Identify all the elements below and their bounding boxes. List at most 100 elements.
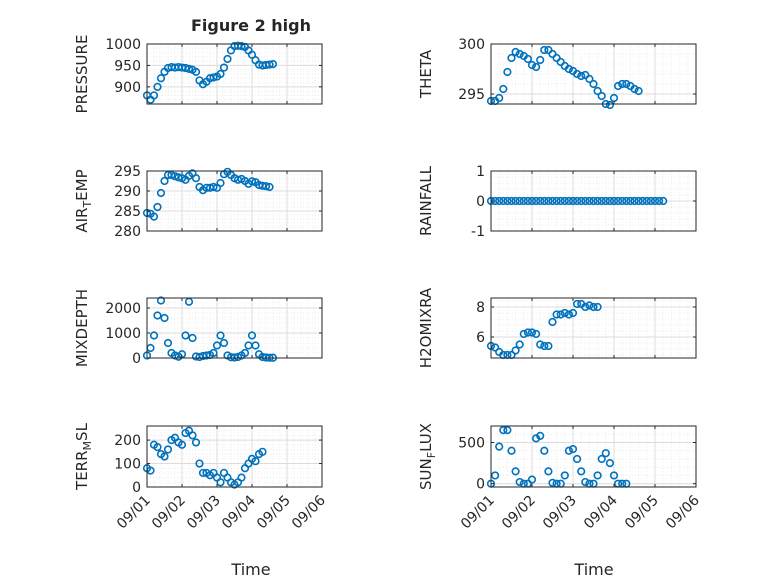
panel-7-x-tick-label: 09/06	[289, 492, 329, 532]
panel-3-data-point	[160, 176, 169, 186]
panel-2-data-point	[618, 79, 627, 89]
panel-4-data-point	[630, 196, 639, 206]
panel-1-data-point	[223, 54, 232, 64]
panel-8-data-point	[597, 454, 606, 464]
panel-7-data-point	[188, 431, 197, 440]
panel-5-data-point	[219, 338, 229, 348]
panel-8-x-tick-label: 09/01	[458, 493, 498, 533]
panel-5-y-tick-label: 0	[132, 351, 141, 367]
panel-3-data-point	[174, 173, 183, 182]
panel-6-data-point	[581, 302, 590, 312]
panel-8-data-point	[593, 471, 602, 480]
panel-5-data-point	[247, 331, 257, 340]
panel-7-y-tick-label: 100	[114, 457, 141, 473]
panel-7-data-point	[198, 468, 208, 478]
panel-6-data-point	[523, 328, 533, 337]
panel-6-data-point	[589, 302, 598, 312]
panel-2-data-point	[572, 69, 582, 79]
panel-6-data-point	[519, 329, 528, 339]
panel-4-data-point	[499, 196, 508, 206]
panel-6-data-point	[556, 310, 565, 319]
x-axis-label-left: Time	[230, 560, 270, 579]
marks-layer	[142, 41, 668, 489]
panel-7-data-point	[153, 443, 162, 452]
panel-4-y-tick-label: -1	[471, 224, 485, 240]
panel-4-data-point	[650, 196, 660, 206]
panel-7-y-tick-label: 200	[114, 433, 141, 449]
panel-5-data-point	[181, 331, 190, 340]
panel-2-axes-box	[490, 43, 697, 105]
panel-4-data-point	[593, 196, 602, 206]
panel-4-data-point	[646, 196, 656, 206]
panel-7-x-tick-label: 09/03	[184, 493, 224, 533]
panel-3-data-point	[153, 202, 162, 212]
panel-5-data-point	[188, 333, 197, 343]
panel-2-data-point	[589, 79, 598, 89]
panel-1-data-point	[209, 73, 218, 82]
panel-4-data-point	[495, 196, 504, 206]
panel-1-data-point	[156, 74, 166, 83]
panel-8-data-point	[491, 471, 500, 480]
panel-2-data-point	[536, 55, 545, 65]
grid-layer	[147, 43, 696, 488]
panel-8-data-point	[560, 471, 569, 480]
panel-1-data-point	[219, 63, 229, 72]
panel-4-data-point	[507, 196, 516, 206]
panel-2-data-point	[605, 100, 615, 110]
panel-8-data-point	[605, 458, 615, 468]
panel-8-x-tick-label: 09/02	[499, 493, 539, 533]
panel-3-data-point	[156, 188, 166, 198]
panel-5-y-tick-label: 1000	[105, 326, 141, 342]
panel-3-data-point	[265, 182, 274, 192]
panel-6-data-point	[491, 343, 500, 352]
panel-5-data-point	[156, 296, 166, 305]
panel-8-data-point	[548, 478, 557, 487]
panel-8-y-axis-label: SUNFLUX	[417, 423, 438, 490]
panel-6-data-point	[540, 341, 549, 351]
panel-8-data-point	[609, 471, 619, 480]
panel-4-data-point	[572, 196, 582, 206]
panel-2-data-point	[523, 54, 533, 64]
panel-2-y-tick-label: 295	[458, 87, 485, 103]
panel-1-y-tick-label: 900	[114, 80, 141, 96]
panel-4-y-tick-label: 1	[476, 164, 485, 180]
panel-5-axes-box	[146, 297, 323, 359]
panel-6-data-point	[548, 317, 557, 327]
panel-5-data-point	[163, 338, 173, 348]
panel-4-data-point	[531, 196, 541, 206]
panel-1-data-point	[149, 91, 159, 100]
panel-8-y-tick-label: 500	[458, 435, 485, 451]
panel-2-data-point	[593, 86, 602, 96]
panel-1-data-point	[191, 67, 201, 76]
panel-4-data-point	[622, 196, 631, 206]
panel-2-data-point	[507, 53, 516, 63]
panel-4-data-point	[552, 196, 561, 206]
panel-8-data-point	[495, 442, 504, 451]
panel-8-data-point	[572, 454, 582, 464]
panel-4-y-tick-label: 0	[476, 194, 485, 210]
panel-7-y-tick-label: 0	[132, 480, 141, 496]
panel-4-data-point	[503, 196, 512, 206]
panel-5-data-point	[212, 341, 222, 350]
panel-8-data-point	[568, 444, 578, 454]
panel-4-data-point	[511, 196, 520, 206]
panel-3-y-tick-label: 280	[114, 224, 141, 240]
panel-5-data-point	[209, 348, 218, 358]
panel-5-data-point	[153, 311, 162, 320]
panel-4-data-point	[597, 196, 606, 206]
panel-4-data-point	[601, 196, 610, 206]
panel-3-y-tick-label: 290	[114, 184, 141, 200]
panel-4-data-point	[581, 196, 590, 206]
panel-4-data-point	[523, 196, 533, 206]
panel-2-data-point	[515, 49, 524, 59]
panel-6-data-point	[564, 310, 574, 319]
panel-7-data-point	[251, 457, 260, 466]
panel-2-data-point	[540, 45, 549, 55]
panel-4-data-point	[618, 196, 627, 206]
panel-2-data-point	[503, 67, 512, 77]
panel-6-y-axis-label: H2OMIXRA	[417, 287, 435, 368]
panel-4-data-point	[585, 196, 594, 206]
panel-8-x-tick-label: 09/03	[540, 493, 580, 533]
panel-4-data-point	[659, 196, 668, 206]
panel-2-data-point	[613, 81, 623, 91]
